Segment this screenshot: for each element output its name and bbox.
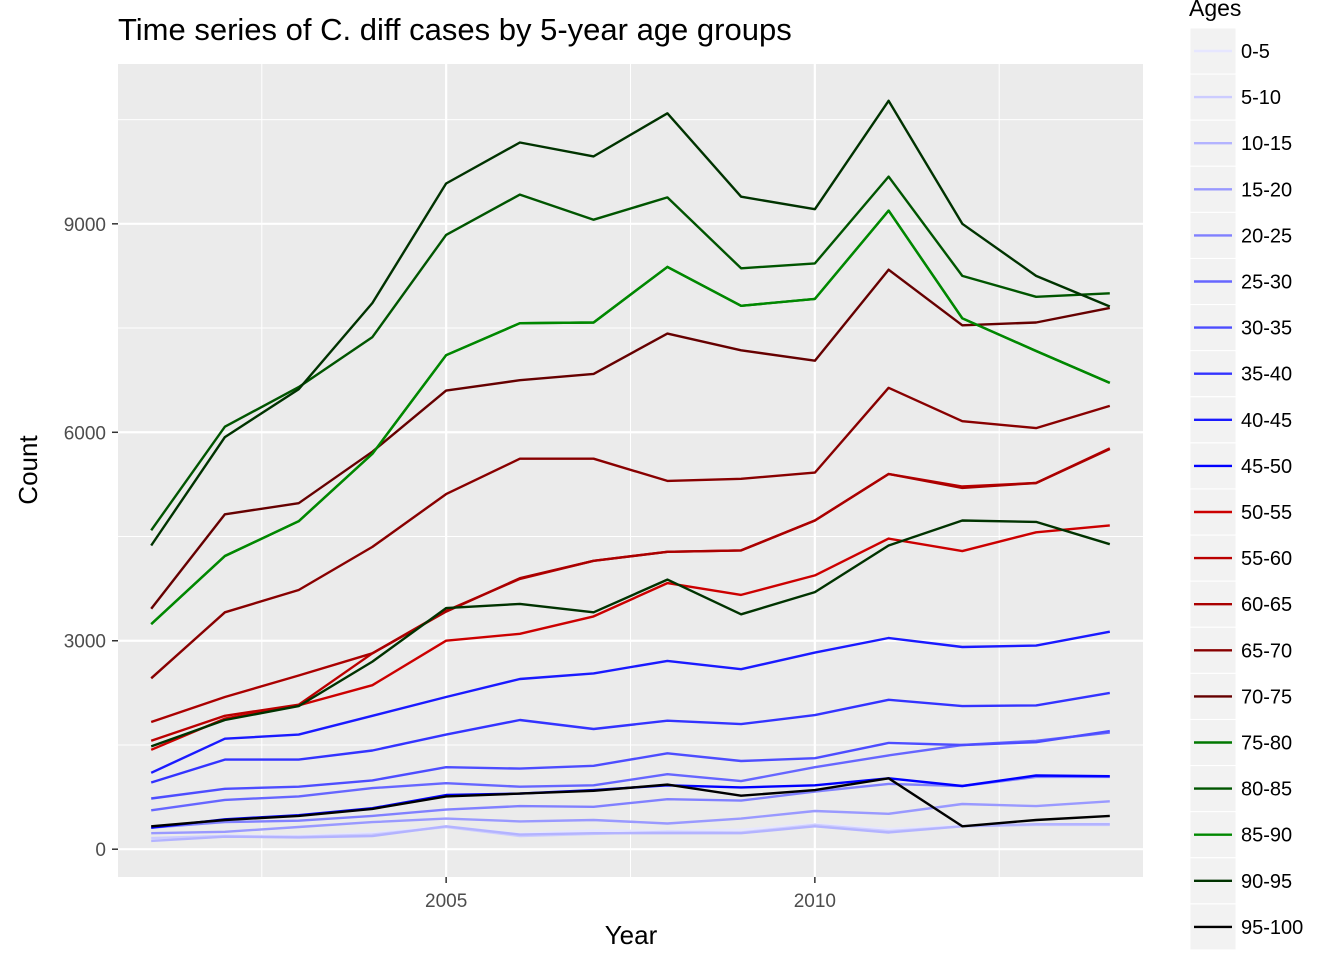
legend-label: 70-75 xyxy=(1241,686,1292,708)
series-line-35-40 xyxy=(150,691,1111,784)
chart-title: Time series of C. diff cases by 5-year a… xyxy=(118,12,792,47)
y-axis-title: Count xyxy=(13,435,43,505)
series-line-10-15 xyxy=(151,823,1110,843)
series-line-15-20 xyxy=(151,800,1110,835)
legend-label: 75-80 xyxy=(1241,733,1292,755)
legend-item-40-45: 40-45 xyxy=(1189,396,1292,444)
series-line-90-95 xyxy=(150,99,1111,547)
legend-label: 45-50 xyxy=(1241,456,1292,478)
y-axis: 0 3000 6000 9000 xyxy=(64,215,118,861)
x-axis-title: Year xyxy=(605,920,658,950)
legend-item-50-55: 50-55 xyxy=(1189,488,1292,536)
y-tick-label: 9000 xyxy=(64,215,106,236)
legend-item-45-50: 45-50 xyxy=(1189,442,1292,490)
legend-item-10-15: 10-15 xyxy=(1189,119,1292,167)
legend-label: 55-60 xyxy=(1241,548,1292,570)
legend-item-95-100: 95-100 xyxy=(1189,903,1303,951)
legend-label: 65-70 xyxy=(1241,640,1292,662)
major-gridlines xyxy=(118,64,1143,877)
legend-item-0-5: 0-5 xyxy=(1189,27,1270,75)
legend-item-25-30: 25-30 xyxy=(1189,258,1292,305)
legend-label: 80-85 xyxy=(1241,779,1292,801)
legend-item-65-70: 65-70 xyxy=(1189,626,1292,674)
series-line-90-95 xyxy=(150,519,1111,748)
series-line-25-30 xyxy=(151,731,1110,812)
legend: Ages 0-5 5-10 10-15 15-20 20-25 25-30 30-35 35-… xyxy=(1189,0,1303,951)
legend-item-55-60: 55-60 xyxy=(1189,534,1292,582)
legend-item-60-65: 60-65 xyxy=(1189,580,1292,628)
legend-label: 25-30 xyxy=(1241,272,1292,294)
legend-label: 85-90 xyxy=(1241,825,1292,847)
series-lines xyxy=(150,99,1111,843)
series-line-85-90 xyxy=(150,209,1111,625)
legend-label: 60-65 xyxy=(1241,594,1292,616)
series-line-60-65 xyxy=(150,447,1111,724)
legend-item-35-40: 35-40 xyxy=(1189,350,1292,398)
legend-item-20-25: 20-25 xyxy=(1189,211,1292,259)
legend-label: 90-95 xyxy=(1241,871,1292,893)
x-axis: 2005 2010 xyxy=(425,877,836,912)
series-line-70-75 xyxy=(150,268,1111,610)
legend-label: 50-55 xyxy=(1241,502,1292,524)
legend-label: 40-45 xyxy=(1241,410,1292,432)
legend-label: 15-20 xyxy=(1241,179,1292,201)
series-line-40-45 xyxy=(150,630,1111,774)
legend-label: 95-100 xyxy=(1241,917,1303,939)
series-line-50-55 xyxy=(150,524,1110,751)
legend-item-75-80: 75-80 xyxy=(1189,719,1292,766)
y-tick-label: 6000 xyxy=(64,423,106,444)
legend-item-70-75: 70-75 xyxy=(1189,672,1292,720)
legend-title: Ages xyxy=(1189,0,1241,21)
x-tick-label: 2010 xyxy=(794,891,836,912)
legend-label: 35-40 xyxy=(1241,364,1292,386)
legend-item-5-10: 5-10 xyxy=(1189,73,1281,121)
legend-item-30-35: 30-35 xyxy=(1189,304,1292,352)
y-tick-label: 0 xyxy=(95,840,106,861)
legend-item-80-85: 80-85 xyxy=(1189,765,1292,813)
legend-label: 0-5 xyxy=(1241,41,1270,63)
series-line-65-70 xyxy=(150,386,1111,680)
series-line-95-100 xyxy=(151,777,1110,828)
legend-label: 20-25 xyxy=(1241,225,1292,247)
series-line-80-85 xyxy=(150,175,1110,531)
legend-label: 30-35 xyxy=(1241,318,1292,340)
x-tick-label: 2005 xyxy=(425,891,467,912)
y-tick-label: 3000 xyxy=(64,632,106,653)
legend-label: 10-15 xyxy=(1241,133,1292,155)
legend-label: 5-10 xyxy=(1241,87,1281,109)
legend-item-90-95: 90-95 xyxy=(1189,857,1292,905)
series-line-30-35 xyxy=(151,729,1110,800)
legend-item-15-20: 15-20 xyxy=(1189,165,1292,213)
legend-item-85-90: 85-90 xyxy=(1189,811,1292,859)
